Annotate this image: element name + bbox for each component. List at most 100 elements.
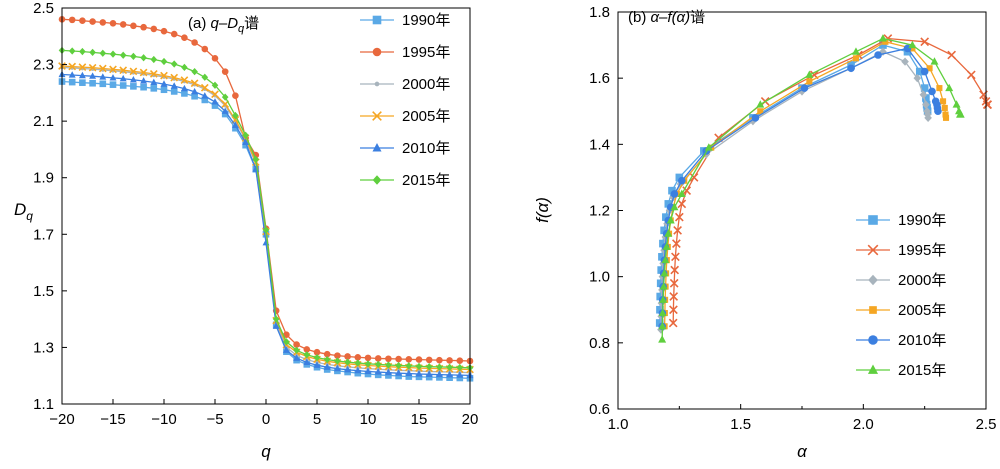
data-point-1990 (664, 200, 673, 208)
data-point-1990 (374, 371, 382, 379)
data-point-2010 (405, 369, 413, 377)
legend-label-1990: 1990年 (898, 212, 946, 229)
data-point-2010 (221, 107, 229, 114)
data-point-2005 (200, 83, 209, 92)
data-point-2000 (924, 113, 932, 123)
legend-marker-1990 (372, 15, 382, 25)
panel-a-axis-ticks: −20 −15 −10 −5 0 5 10 15 20 1.1 1.3 1.5 1.7 1.9 2.1 2.3… (33, 0, 478, 428)
data-point-2005 (211, 90, 219, 99)
legend-label-1995: 1995年 (898, 242, 946, 259)
data-point-2010 (272, 322, 280, 329)
y-tick-label: 1.7 (33, 226, 54, 243)
data-point-1995 (947, 50, 957, 60)
legend-marker-1995 (372, 47, 382, 57)
data-point-2005 (941, 104, 948, 111)
x-tick-label: −20 (49, 411, 74, 428)
legend-marker-2010 (372, 143, 382, 152)
data-point-2015 (334, 357, 341, 365)
legend-label-2000: 2000年 (898, 272, 946, 289)
data-point-2005 (926, 65, 933, 72)
data-point-2010 (282, 346, 290, 353)
data-point-2015 (252, 155, 260, 163)
panel-a-y-axis-label: Dq (14, 200, 33, 223)
data-point-2015 (805, 70, 814, 78)
data-point-2015 (170, 60, 178, 68)
data-point-2015 (670, 202, 679, 211)
data-point-2010 (456, 371, 464, 378)
data-point-1995 (670, 265, 680, 275)
data-point-1995 (456, 357, 464, 365)
data-point-2015 (201, 73, 209, 81)
data-point-2015 (150, 55, 158, 64)
data-point-2005 (757, 108, 764, 115)
legend-marker-2000 (868, 274, 878, 286)
x-tick-label: −10 (151, 411, 176, 428)
legend-label-2000: 2000年 (402, 76, 450, 93)
data-point-2010 (119, 74, 127, 82)
data-point-2000 (749, 116, 757, 126)
legend-entry-2010: 2010年 (360, 140, 450, 157)
data-point-1995 (181, 34, 188, 41)
data-point-1995 (436, 356, 443, 364)
panel-a-legend: 1990年 1995年 2000年 2005年 2010年 2015年 (360, 12, 450, 189)
data-point-2005 (78, 63, 87, 71)
data-point-2010 (68, 71, 76, 78)
data-point-2015 (160, 57, 168, 66)
data-point-2015 (704, 143, 713, 151)
y-tick-label: 1.8 (589, 4, 610, 21)
legend-label-2010: 2010年 (402, 140, 450, 157)
data-point-2015 (130, 52, 137, 60)
legend-label-2015: 2015年 (898, 362, 946, 379)
data-point-1995 (385, 355, 392, 363)
data-point-1990 (201, 96, 209, 104)
x-tick-label: −15 (100, 411, 125, 428)
data-point-1990 (662, 213, 670, 221)
x-tick-label: 2.5 (976, 416, 997, 433)
data-point-1995 (364, 354, 372, 362)
legend-entry-1995: 1995年 (360, 44, 450, 61)
data-point-2010 (242, 138, 250, 145)
data-point-2015 (661, 255, 670, 264)
data-point-2015 (677, 189, 686, 197)
data-point-2010 (800, 84, 809, 92)
data-point-2010 (160, 80, 168, 87)
panel-b-axis-ticks: 1.0 1.5 2.0 2.5 0.6 0.8 1.0 1.2 1.4 1.6 1.8 (589, 4, 996, 433)
data-point-2015 (659, 295, 668, 303)
data-point-2015 (878, 34, 887, 42)
data-point-2015 (140, 54, 147, 62)
data-point-2015 (272, 315, 280, 323)
data-point-1990 (656, 279, 665, 288)
y-tick-label: 2.1 (33, 113, 54, 130)
data-point-2010 (170, 82, 178, 89)
data-point-1995 (119, 21, 127, 28)
data-point-2015 (456, 363, 464, 372)
data-point-1995 (669, 278, 679, 288)
data-point-1995 (669, 305, 678, 315)
data-point-2015 (952, 100, 961, 108)
data-point-2015 (658, 321, 667, 330)
data-point-1995 (682, 186, 692, 196)
data-point-2015 (89, 48, 96, 57)
data-point-1995 (283, 331, 290, 339)
data-point-2010 (211, 98, 219, 105)
data-point-2010 (313, 361, 321, 368)
data-point-1995 (232, 92, 239, 99)
data-point-1995 (415, 356, 423, 363)
data-point-1990 (456, 374, 464, 382)
data-point-2015 (313, 353, 321, 362)
data-point-1990 (668, 186, 676, 195)
series-line-1990 (659, 44, 929, 324)
data-point-2015 (303, 351, 311, 359)
y-tick-label: 1.2 (589, 203, 610, 220)
data-point-2010 (140, 77, 148, 84)
data-point-1995 (313, 348, 321, 356)
data-point-2005 (180, 76, 189, 84)
data-point-1990 (659, 239, 667, 248)
data-point-1995 (983, 100, 993, 109)
data-point-2010 (293, 354, 301, 361)
data-point-1995 (354, 354, 362, 361)
data-point-2015 (221, 93, 229, 101)
x-tick-label: 0 (262, 411, 270, 428)
y-tick-label: 1.1 (33, 396, 54, 413)
data-point-1995 (674, 212, 684, 222)
